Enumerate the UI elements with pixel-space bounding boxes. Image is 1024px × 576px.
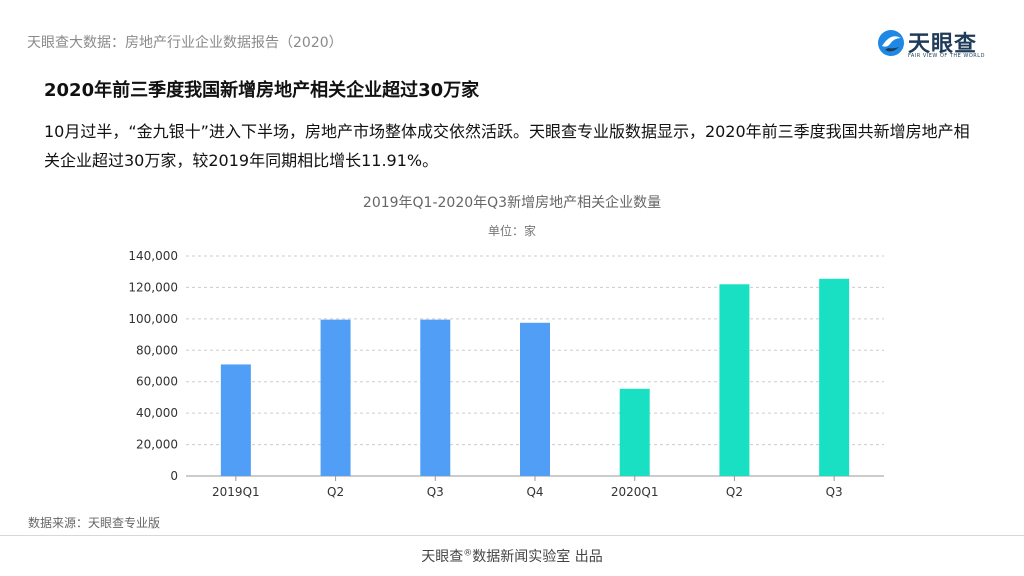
y-tick-label: 100,000 — [128, 312, 178, 326]
brand-logo: 天眼查 FAIR VIEW OF THE WORLD — [876, 24, 996, 64]
bar — [220, 364, 251, 476]
y-tick-label: 120,000 — [128, 280, 178, 294]
x-tick-label: 2020Q1 — [611, 485, 659, 499]
tianyancha-logo-icon — [878, 30, 904, 56]
x-tick-label: Q4 — [526, 485, 543, 499]
bar — [619, 388, 650, 476]
y-tick-label: 140,000 — [128, 249, 178, 263]
x-tick-label: Q2 — [327, 485, 344, 499]
footer-credit: 天眼查®数据新闻实验室 出品 — [0, 546, 1024, 566]
headline: 2020年前三季度我国新增房地产相关企业超过30万家 — [44, 80, 480, 101]
x-tick-label: Q2 — [726, 485, 743, 499]
data-source: 数据来源：天眼查专业版 — [28, 516, 161, 530]
logo-tagline: FAIR VIEW OF THE WORLD — [908, 53, 985, 59]
y-tick-label: 60,000 — [136, 375, 178, 389]
x-tick-label: Q3 — [427, 485, 444, 499]
x-tick-label: Q3 — [826, 485, 843, 499]
report-header-title: 天眼查大数据：房地产行业企业数据报告（2020） — [27, 35, 343, 51]
chart-unit: 单位：家 — [487, 224, 536, 238]
y-tick-label: 20,000 — [136, 438, 178, 452]
bar — [520, 322, 550, 476]
bar — [420, 319, 451, 476]
bar — [819, 278, 850, 476]
footer-divider — [0, 535, 1024, 536]
bar — [719, 284, 750, 476]
chart-title: 2019年Q1-2020年Q3新增房地产相关企业数量 — [362, 195, 662, 211]
bar — [320, 319, 351, 476]
footer-brand: 天眼查 — [421, 549, 464, 565]
footer-registered-mark: ® — [463, 548, 473, 559]
body-paragraph: 10月过半，“金九银十”进入下半场，房地产市场整体成交依然活跃。天眼查专业版数据… — [44, 122, 970, 170]
footer-text: 数据新闻实验室 出品 — [472, 549, 603, 565]
logo-name: 天眼查 — [908, 32, 978, 57]
x-tick-label: 2019Q1 — [212, 485, 260, 499]
bar-chart: 0 20,000 40,000 60,000 80,000 100,000 120,000 1… — [128, 249, 884, 499]
y-tick-label: 0 — [170, 469, 178, 483]
y-tick-label: 40,000 — [136, 406, 178, 420]
y-tick-label: 80,000 — [136, 343, 178, 357]
